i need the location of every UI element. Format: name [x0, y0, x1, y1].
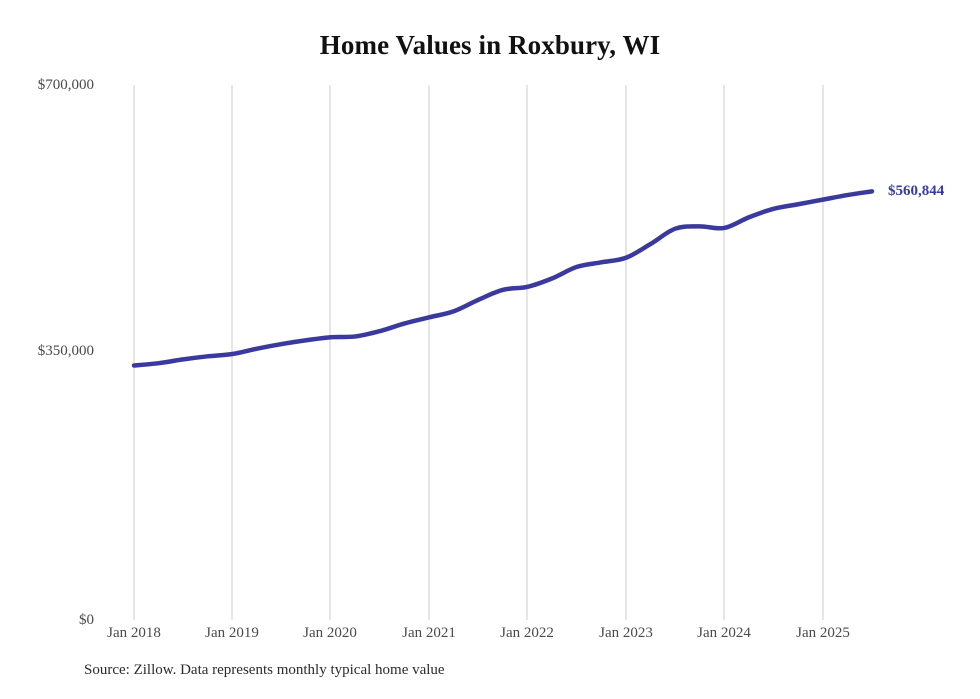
- x-tick-label-7: Jan 2025: [796, 625, 850, 641]
- x-tick-label-5: Jan 2023: [599, 625, 653, 641]
- x-tick-label-3: Jan 2021: [402, 625, 456, 641]
- x-tick-label-0: Jan 2018: [107, 625, 161, 641]
- y-tick-label-1: $350,000: [37, 343, 94, 359]
- y-tick-label-2: $0: [79, 612, 94, 628]
- x-tick-label-2: Jan 2020: [303, 625, 357, 641]
- x-tick-label-4: Jan 2022: [500, 625, 554, 641]
- source-note: Source: Zillow. Data represents monthly …: [84, 662, 445, 678]
- x-tick-label-1: Jan 2019: [205, 625, 259, 641]
- chart-line-series: [131, 189, 875, 368]
- page-title: Home Values in Roxbury, WI: [319, 30, 661, 60]
- x-tick-label-6: Jan 2024: [697, 625, 751, 641]
- y-tick-label-0: $700,000: [37, 77, 94, 93]
- end-value-label: $560,844: [888, 183, 945, 200]
